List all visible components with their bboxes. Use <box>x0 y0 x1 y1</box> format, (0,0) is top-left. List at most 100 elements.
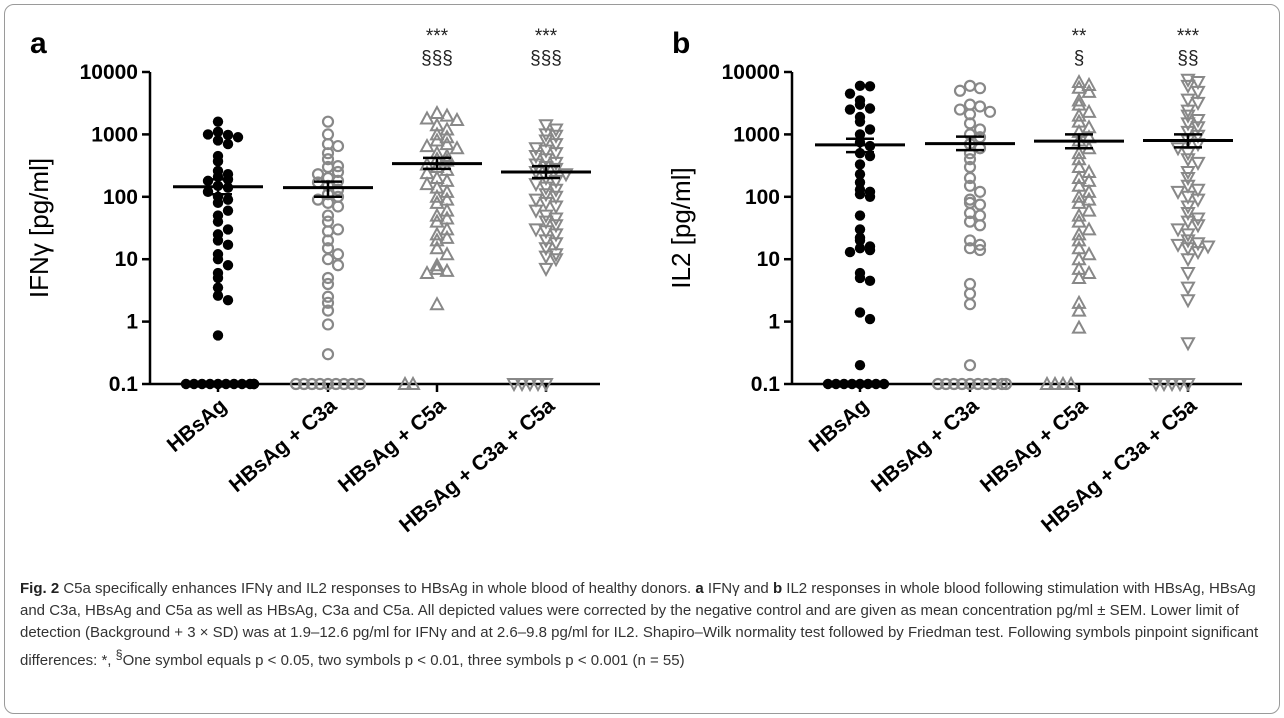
data-point <box>204 378 216 390</box>
data-point <box>1071 145 1087 160</box>
data-point <box>854 235 866 246</box>
data-point <box>963 215 977 228</box>
data-point <box>419 137 435 153</box>
data-point <box>963 179 977 192</box>
y-tick-label: 10000 <box>722 61 780 84</box>
data-point <box>321 290 335 303</box>
data-point <box>236 378 248 390</box>
data-point <box>331 223 345 236</box>
series-2 <box>931 79 1013 391</box>
data-point <box>963 171 977 185</box>
caption-panel-a: a <box>695 580 704 597</box>
data-point <box>1081 76 1097 91</box>
data-point <box>548 129 564 144</box>
data-point <box>331 139 345 153</box>
data-point <box>963 153 977 166</box>
data-point <box>973 198 987 211</box>
data-point <box>1172 378 1188 393</box>
data-point <box>864 124 876 135</box>
data-point <box>822 378 834 390</box>
significance-label: §§§ <box>530 48 562 69</box>
data-point <box>870 378 882 390</box>
series-2 <box>289 115 367 391</box>
data-point <box>864 103 876 114</box>
data-point <box>864 81 876 92</box>
data-point <box>1071 269 1087 284</box>
data-point <box>1047 375 1063 390</box>
data-point <box>862 378 874 390</box>
caption-text-c: One symbol equals p < 0.05, two symbols … <box>122 652 685 669</box>
data-point <box>439 121 455 136</box>
data-point <box>864 313 876 325</box>
data-point <box>439 262 455 277</box>
series-3 <box>397 104 465 390</box>
data-point <box>1170 185 1186 200</box>
data-point <box>419 264 435 280</box>
data-point <box>321 348 335 361</box>
caption-title: C5a specifically enhances IFNγ and IL2 r… <box>63 580 692 597</box>
data-point <box>1071 226 1087 241</box>
data-point <box>1180 267 1196 282</box>
data-point <box>846 378 858 390</box>
data-point <box>1180 281 1196 296</box>
data-point <box>528 142 544 157</box>
data-point <box>973 209 987 222</box>
data-point <box>331 248 345 261</box>
y-tick-label: 1000 <box>91 123 138 146</box>
data-point <box>973 123 987 136</box>
data-point <box>232 132 244 143</box>
caption-sup-symbol: § <box>115 648 123 662</box>
data-point <box>321 377 335 391</box>
data-point <box>973 243 987 257</box>
y-tick-label: 0.1 <box>109 373 139 396</box>
data-point <box>864 244 876 256</box>
data-point <box>212 135 224 146</box>
data-point <box>1071 302 1087 317</box>
data-point <box>1190 121 1206 136</box>
data-point <box>1180 93 1196 108</box>
data-point <box>1156 378 1172 393</box>
data-point <box>1148 378 1164 393</box>
data-point <box>538 181 554 196</box>
data-point <box>963 287 977 300</box>
significance-label: *** <box>1177 26 1200 47</box>
data-point <box>196 378 208 390</box>
data-point <box>1180 242 1196 257</box>
panel-letter: a <box>30 27 47 60</box>
data-point <box>321 209 335 222</box>
data-point <box>983 105 997 118</box>
data-point <box>973 100 987 113</box>
data-point <box>1180 215 1196 230</box>
data-point <box>1180 125 1196 140</box>
series-1 <box>180 116 260 390</box>
y-axis-title: IFNγ [pg/ml] <box>24 158 54 298</box>
data-point <box>538 134 554 149</box>
data-point <box>222 138 234 150</box>
data-point <box>548 174 564 189</box>
data-point <box>220 378 232 390</box>
significance-label: *** <box>426 26 449 47</box>
data-point <box>939 377 953 391</box>
y-tick-label: 10 <box>115 248 138 271</box>
data-point <box>1071 188 1087 203</box>
data-point <box>854 210 866 221</box>
data-point <box>963 377 977 391</box>
data-point <box>228 378 240 390</box>
category-label: HBsAg + C5a <box>334 394 451 497</box>
y-tick-label: 100 <box>103 186 138 209</box>
data-point <box>558 168 574 183</box>
data-point <box>963 79 977 92</box>
data-point <box>973 82 987 95</box>
data-point <box>1055 375 1071 390</box>
data-point <box>180 378 192 390</box>
caption-panel-b: b <box>772 580 783 597</box>
data-point <box>878 378 890 390</box>
panel-letter: b <box>672 27 690 60</box>
data-point <box>337 377 351 391</box>
data-point <box>838 378 850 390</box>
data-point <box>321 153 335 166</box>
data-point <box>449 140 465 155</box>
data-point <box>1180 109 1196 124</box>
data-point <box>1071 151 1087 166</box>
